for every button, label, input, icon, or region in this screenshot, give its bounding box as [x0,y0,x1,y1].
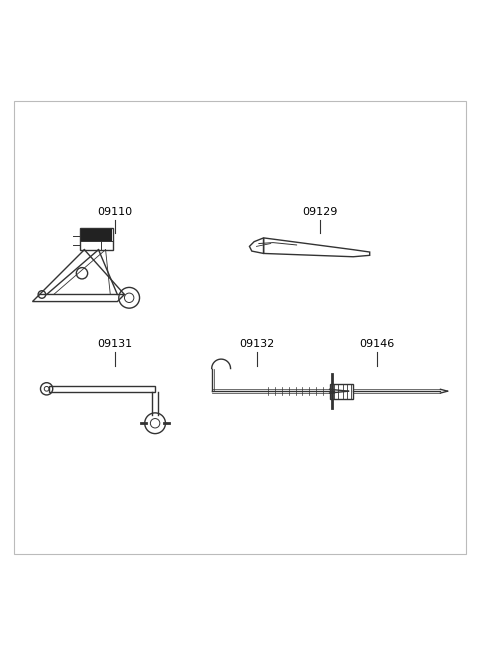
Polygon shape [81,229,112,241]
Text: 09132: 09132 [239,339,274,348]
Text: 09131: 09131 [97,339,132,348]
Text: 09146: 09146 [359,339,395,348]
Text: 09110: 09110 [97,207,132,217]
Text: 09129: 09129 [302,207,338,217]
